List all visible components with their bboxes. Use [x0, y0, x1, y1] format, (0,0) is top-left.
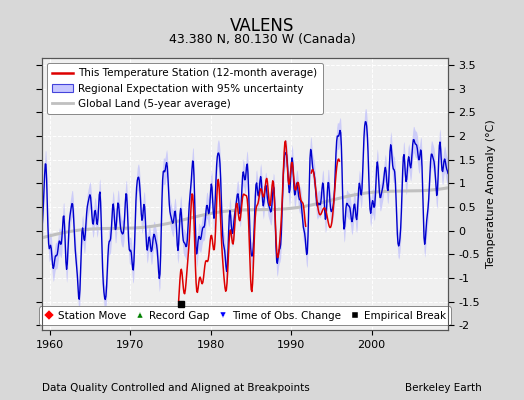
- Legend: Station Move, Record Gap, Time of Obs. Change, Empirical Break: Station Move, Record Gap, Time of Obs. C…: [39, 306, 451, 325]
- Y-axis label: Temperature Anomaly (°C): Temperature Anomaly (°C): [486, 120, 496, 268]
- Text: VALENS: VALENS: [230, 17, 294, 35]
- Text: Data Quality Controlled and Aligned at Breakpoints: Data Quality Controlled and Aligned at B…: [42, 383, 310, 393]
- Text: Berkeley Earth: Berkeley Earth: [406, 383, 482, 393]
- Text: 43.380 N, 80.130 W (Canada): 43.380 N, 80.130 W (Canada): [169, 34, 355, 46]
